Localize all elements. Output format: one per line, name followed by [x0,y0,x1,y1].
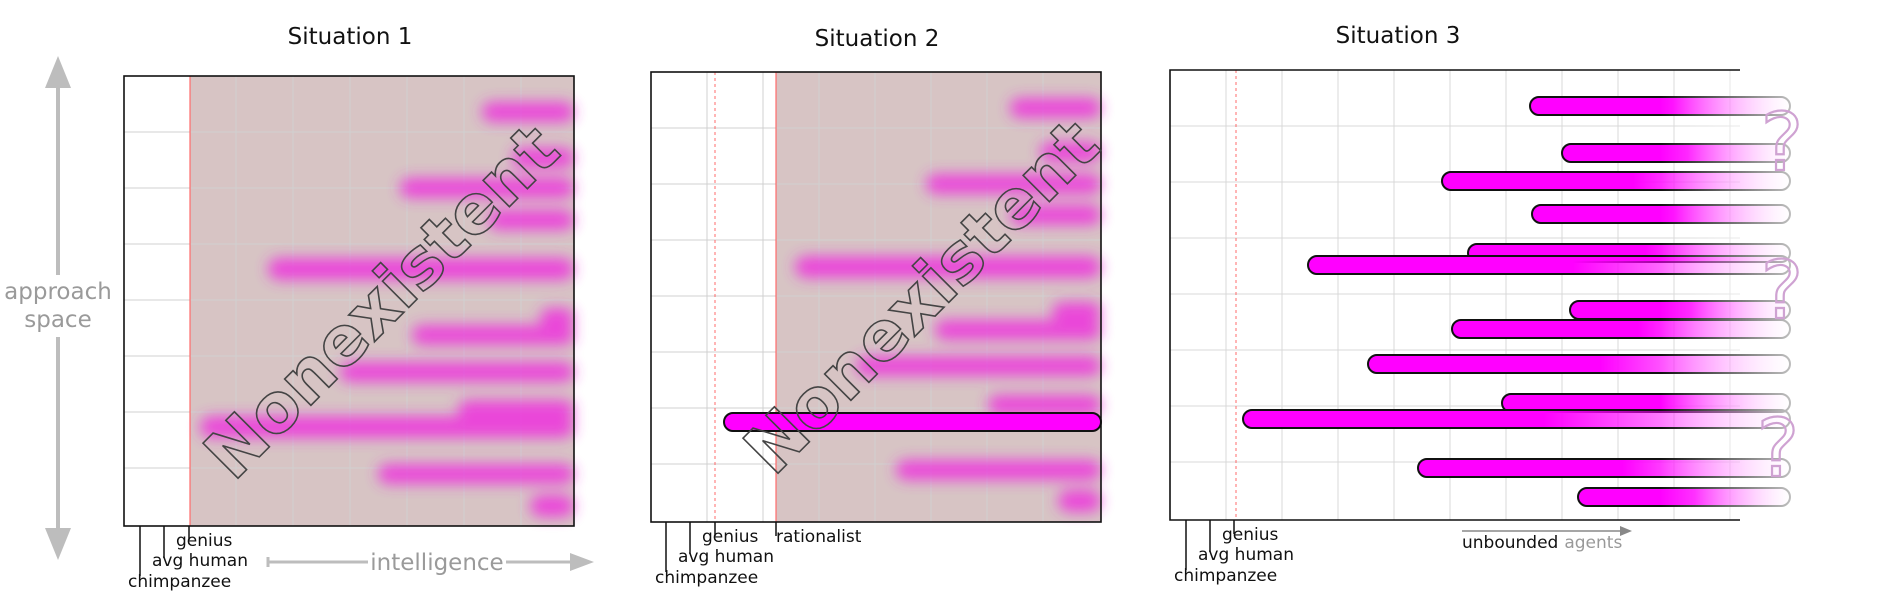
grid [124,76,574,526]
blurred-bars [200,102,574,517]
blurred-bar [1040,142,1101,162]
marker-label-avg-human: avg human [1198,545,1294,565]
blurred-bar [795,256,1101,278]
blurred-bar [1010,98,1101,118]
y-axis-arrow-down [45,528,71,560]
blurred-bar [935,320,1101,340]
marker-label-rationalist: rationalist [776,527,862,547]
panel-title: Situation 2 [815,26,940,52]
blurred-bar [458,400,574,420]
blurred-bar [340,362,574,382]
blurred-bar [1058,490,1101,512]
unbounded-agents-label: unbounded agents [1462,533,1622,553]
y-axis-label-bg [0,275,116,337]
marker-label-chimpanzee: chimpanzee [128,572,231,592]
blurred-bar [856,356,1101,376]
blurred-bar [530,495,574,517]
agents-word: agents [1564,533,1622,553]
x-axis: intelligence [266,550,594,576]
blurred-bar [1010,205,1101,225]
nonexistent-region [190,76,574,526]
marker-label-chimpanzee: chimpanzee [655,568,758,588]
panel-frame [123,75,575,527]
blurred-bar [512,148,574,168]
panel-background [1170,70,1740,520]
unbounded-arrow-head [1620,526,1632,536]
question-mark: ? [1757,402,1799,495]
blurred-bar [540,308,574,328]
marker-label-chimpanzee: chimpanzee [1174,566,1277,586]
blurred-bar [896,460,1101,480]
blurred-bar [412,325,574,345]
question-mark: ? [1761,244,1803,337]
marker-label-genius: genius [1222,525,1279,545]
unbounded-word: unbounded [1462,533,1558,553]
marker-label-genius: genius [176,531,233,551]
blurred-bar [200,416,574,438]
blurred-bar [1052,302,1101,322]
intelligence-markers: genius rationalist avg human chimpanzee [655,522,862,588]
grid [651,72,1101,522]
blurred-bar [378,464,574,484]
blurred-bar [268,258,574,280]
marker-label-genius: genius [702,527,759,547]
panel-title: Situation 1 [288,24,413,50]
blurred-bar [926,174,1101,194]
blurred-bar [988,395,1101,415]
x-axis-arrow [570,553,594,571]
marker-label-avg-human: avg human [678,547,774,567]
intelligence-markers: genius avg human chimpanzee [1174,520,1294,586]
marker-label-avg-human: avg human [152,551,248,571]
blurred-bar [482,102,574,122]
blurred-bar [400,178,574,198]
right-fade-overlay [1660,60,1840,530]
panel-frame [650,71,1102,523]
y-axis-label-line1: approach [4,279,112,305]
unbounded-agents-arrow: unbounded agents [1462,526,1632,553]
question-mark: ? [1761,96,1803,189]
panel-title: Situation 3 [1336,23,1461,49]
blurred-bars [795,98,1101,512]
y-axis: approach space [0,56,116,560]
intelligence-markers: genius avg human chimpanzee [128,526,248,592]
panel-frame [1169,69,1740,521]
x-axis-label: intelligence [370,550,503,576]
panel-situation-3: Situation 3 [1169,23,1840,586]
y-axis-label-line2: space [24,307,91,333]
y-axis-arrow-up [45,56,71,88]
panel-situation-1: Situation 1 Nonexistent [123,24,575,592]
panel-situation-2: Situation 2 N [650,26,1115,588]
blurred-bar [488,210,574,230]
